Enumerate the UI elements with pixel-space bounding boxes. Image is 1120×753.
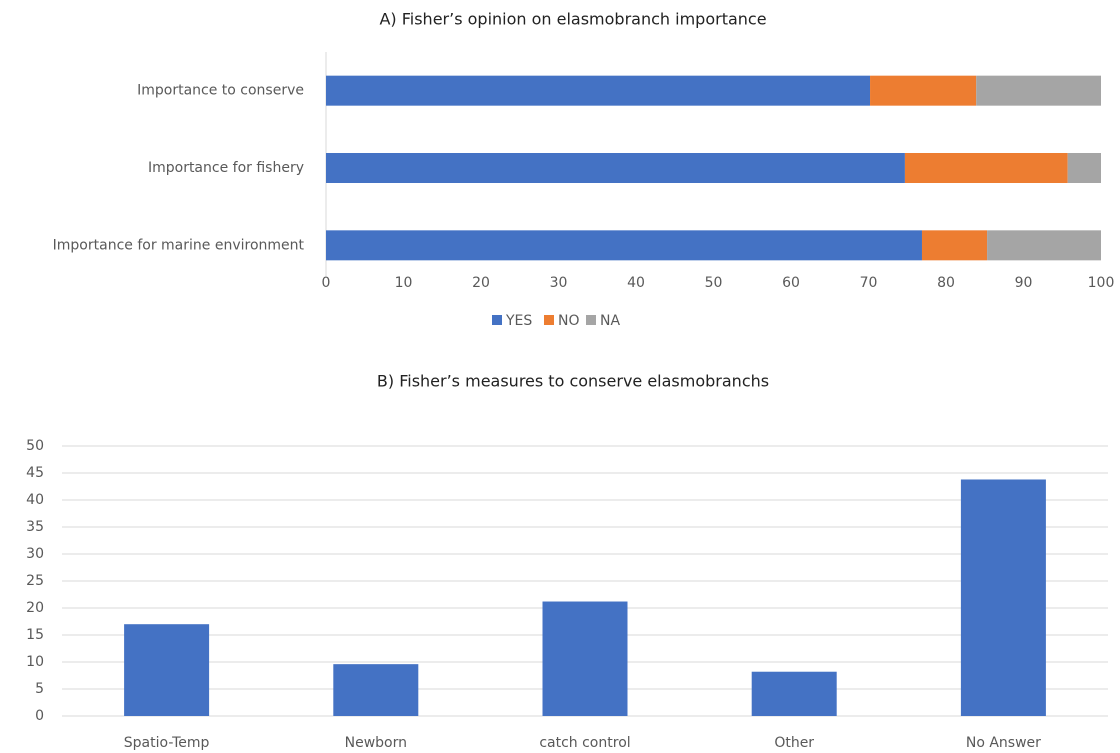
- x-tick-label: 90: [1015, 275, 1033, 291]
- legend-swatch: [544, 315, 554, 325]
- x-tick-label: 40: [627, 275, 645, 291]
- x-tick-label: 60: [782, 275, 800, 291]
- y-tick-label: 45: [26, 465, 44, 481]
- y-tick-label: 20: [26, 600, 44, 616]
- x-tick-label: 0: [322, 275, 331, 291]
- bar: [960, 479, 1046, 716]
- legend-label: YES: [505, 313, 532, 329]
- y-tick-label: 0: [35, 708, 44, 724]
- x-tick-label: 100: [1088, 275, 1115, 291]
- x-tick-label: Other: [774, 735, 814, 751]
- x-tick-label: 80: [937, 275, 955, 291]
- y-tick-label: 10: [26, 654, 44, 670]
- y-tick-label: 35: [26, 519, 44, 535]
- bar: [124, 624, 210, 716]
- bar-segment: [987, 230, 1101, 261]
- bar-segment: [326, 153, 905, 183]
- bar-segment: [1067, 153, 1101, 183]
- bar-segment: [976, 75, 1101, 106]
- y-tick-label: 5: [35, 681, 44, 697]
- bar: [333, 664, 419, 716]
- x-tick-label: 10: [395, 275, 413, 291]
- legend-swatch: [492, 315, 502, 325]
- y-tick-label: 30: [26, 546, 44, 562]
- bar-segment: [870, 75, 977, 106]
- x-tick-label: 20: [472, 275, 490, 291]
- bar-segment: [326, 75, 871, 106]
- x-tick-label: 50: [705, 275, 723, 291]
- x-tick-label: 30: [550, 275, 568, 291]
- bar: [542, 601, 628, 716]
- y-tick-label: 40: [26, 492, 44, 508]
- x-tick-label: 70: [860, 275, 878, 291]
- y-tick-label: 50: [26, 438, 44, 454]
- y-tick-label: Importance for fishery: [148, 160, 304, 176]
- y-tick-label: 25: [26, 573, 44, 589]
- chart-title: A) Fisher’s opinion on elasmobranch impo…: [379, 10, 766, 29]
- y-tick-label: 15: [26, 627, 44, 643]
- bar: [751, 671, 837, 716]
- legend-label: NO: [558, 313, 580, 329]
- x-tick-label: No Answer: [966, 735, 1041, 751]
- legend-label: NA: [600, 313, 620, 329]
- bar-segment: [921, 230, 988, 261]
- x-tick-label: Newborn: [345, 735, 407, 751]
- bar-segment: [326, 230, 922, 261]
- y-tick-label: Importance to conserve: [137, 83, 304, 99]
- legend-swatch: [586, 315, 596, 325]
- bar-segment: [904, 153, 1068, 183]
- chart-title: B) Fisher’s measures to conserve elasmob…: [377, 372, 769, 391]
- x-tick-label: catch control: [539, 735, 630, 751]
- x-tick-label: Spatio-Temp: [124, 735, 210, 751]
- y-tick-label: Importance for marine environment: [53, 237, 305, 253]
